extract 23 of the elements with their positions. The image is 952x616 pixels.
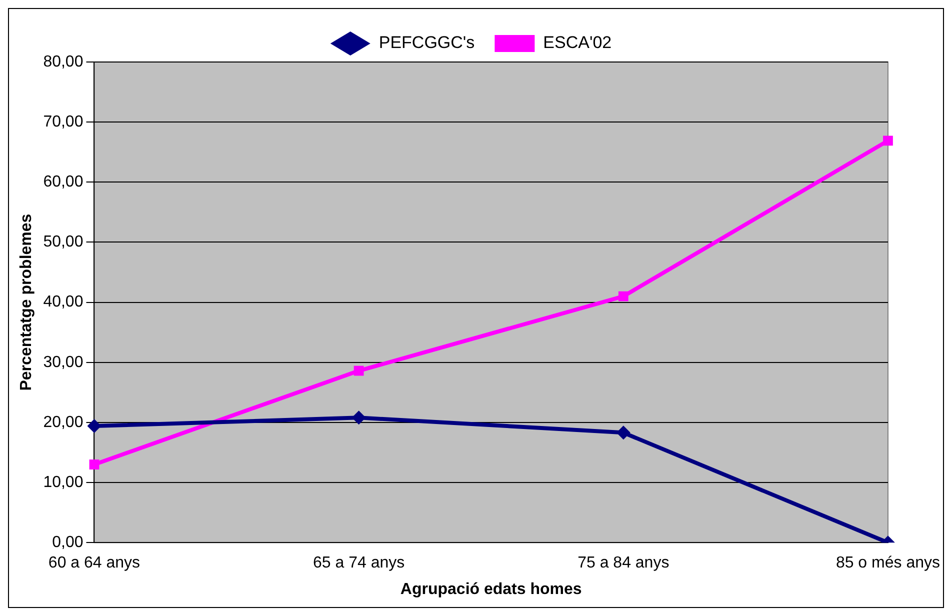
x-tick-label: 85 o més anys bbox=[836, 554, 940, 572]
point bbox=[883, 136, 893, 146]
y-tick-label: 70,00 bbox=[43, 113, 84, 130]
point bbox=[616, 426, 630, 440]
y-tick-label: 30,00 bbox=[43, 354, 84, 371]
y-tick-label: 10,00 bbox=[43, 474, 84, 491]
x-tick-label: 60 a 64 anys bbox=[48, 554, 140, 572]
point bbox=[618, 291, 628, 302]
y-tick-label: 20,00 bbox=[43, 414, 84, 431]
point bbox=[89, 460, 100, 470]
y-tick-label: 60,00 bbox=[43, 174, 84, 191]
y-tick-label: 0,00 bbox=[52, 534, 84, 552]
x-tick-label: 65 a 74 anys bbox=[313, 554, 405, 572]
y-axis-title: Percentatge problemes bbox=[18, 214, 36, 391]
point bbox=[354, 366, 364, 376]
x-axis-title: Agrupació edats homes bbox=[400, 580, 582, 598]
legend-label: PEFCGGC's bbox=[378, 33, 475, 52]
y-tick-label: 40,00 bbox=[43, 294, 84, 311]
y-tick-label: 80,00 bbox=[43, 53, 84, 70]
x-tick-label: 75 a 84 anys bbox=[578, 554, 670, 572]
legend-label: ESCA'02 bbox=[543, 33, 612, 52]
point bbox=[352, 410, 366, 425]
y-tick-label: 50,00 bbox=[43, 234, 84, 251]
